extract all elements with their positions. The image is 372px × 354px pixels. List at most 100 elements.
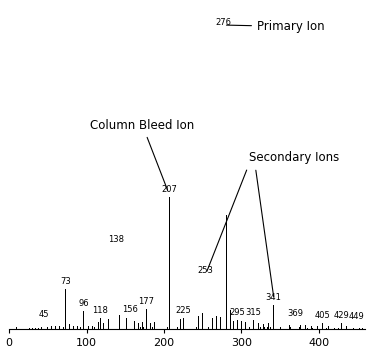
Bar [307, 327, 308, 330]
Bar [180, 319, 181, 330]
Text: Column Bleed Ion: Column Bleed Ion [90, 119, 195, 190]
Bar [103, 324, 104, 330]
Bar [51, 326, 52, 330]
Bar [258, 323, 259, 330]
Bar [59, 326, 60, 330]
Text: 429: 429 [334, 311, 349, 320]
Bar [57, 327, 58, 330]
Bar [150, 323, 151, 330]
Bar [73, 326, 74, 330]
Bar [92, 326, 93, 330]
Text: Secondary Ions: Secondary Ions [249, 152, 340, 165]
Bar [289, 325, 290, 330]
Bar [284, 324, 285, 330]
Bar [65, 289, 66, 330]
Text: 369: 369 [287, 309, 303, 318]
Bar [98, 322, 99, 330]
Bar [16, 327, 17, 330]
Bar [268, 324, 269, 330]
Bar [216, 316, 217, 330]
Bar [138, 323, 139, 330]
Bar [220, 318, 221, 330]
Text: 276: 276 [215, 18, 231, 27]
Bar [187, 318, 189, 330]
Bar [222, 29, 223, 330]
Bar [317, 326, 318, 330]
Text: 295: 295 [230, 308, 246, 317]
Bar [126, 318, 127, 330]
Bar [55, 326, 56, 330]
Bar [233, 321, 234, 330]
Bar [245, 322, 246, 330]
Bar [183, 318, 184, 330]
Bar [142, 322, 143, 330]
Bar [338, 327, 339, 330]
Bar [38, 327, 39, 330]
Text: 405: 405 [315, 311, 331, 320]
Bar [356, 324, 357, 330]
Bar [134, 321, 135, 330]
Bar [290, 327, 291, 330]
Bar [146, 309, 147, 330]
Bar [108, 319, 109, 330]
Text: 118: 118 [93, 306, 108, 315]
Bar [32, 327, 33, 330]
Bar [311, 326, 312, 330]
Bar [47, 327, 48, 330]
Bar [19, 327, 20, 330]
Bar [299, 327, 300, 330]
Bar [169, 198, 170, 330]
Bar [300, 325, 301, 330]
Text: 156: 156 [122, 305, 138, 314]
Bar [212, 318, 213, 330]
Bar [263, 324, 264, 330]
Bar [260, 327, 261, 330]
Bar [140, 327, 141, 330]
Bar [230, 310, 231, 330]
Bar [154, 322, 155, 330]
Bar [83, 312, 84, 330]
Text: 253: 253 [197, 267, 213, 275]
Bar [362, 327, 363, 330]
Bar [353, 327, 354, 330]
Bar [41, 327, 42, 330]
Bar [305, 325, 306, 330]
Bar [341, 323, 342, 330]
Bar [129, 317, 130, 330]
Bar [334, 327, 335, 330]
Bar [100, 318, 101, 330]
Bar [119, 315, 120, 330]
Bar [264, 327, 265, 330]
Bar [69, 324, 70, 330]
Bar [77, 326, 78, 330]
Bar [273, 306, 274, 330]
Bar [208, 327, 209, 330]
Text: 341: 341 [265, 293, 281, 302]
Bar [35, 327, 36, 330]
Text: 315: 315 [245, 308, 261, 318]
Bar [312, 327, 313, 330]
Text: 73: 73 [60, 277, 71, 286]
Text: 45: 45 [39, 310, 49, 319]
Bar [346, 326, 347, 330]
Bar [326, 327, 327, 330]
Bar [318, 327, 320, 330]
Text: 177: 177 [138, 297, 154, 306]
Bar [202, 313, 203, 330]
Text: 207: 207 [161, 185, 177, 194]
Bar [359, 327, 360, 330]
Bar [80, 327, 81, 330]
Text: 138: 138 [108, 235, 124, 244]
Bar [152, 327, 153, 330]
Bar [237, 320, 238, 330]
Bar [196, 327, 197, 330]
Text: 225: 225 [176, 306, 191, 315]
Bar [177, 320, 178, 330]
Text: 449: 449 [349, 312, 365, 321]
Bar [122, 310, 124, 330]
Text: Primary Ion: Primary Ion [227, 20, 325, 33]
Bar [63, 327, 64, 330]
Bar [249, 327, 250, 330]
Text: 96: 96 [78, 299, 89, 308]
Bar [241, 321, 242, 330]
